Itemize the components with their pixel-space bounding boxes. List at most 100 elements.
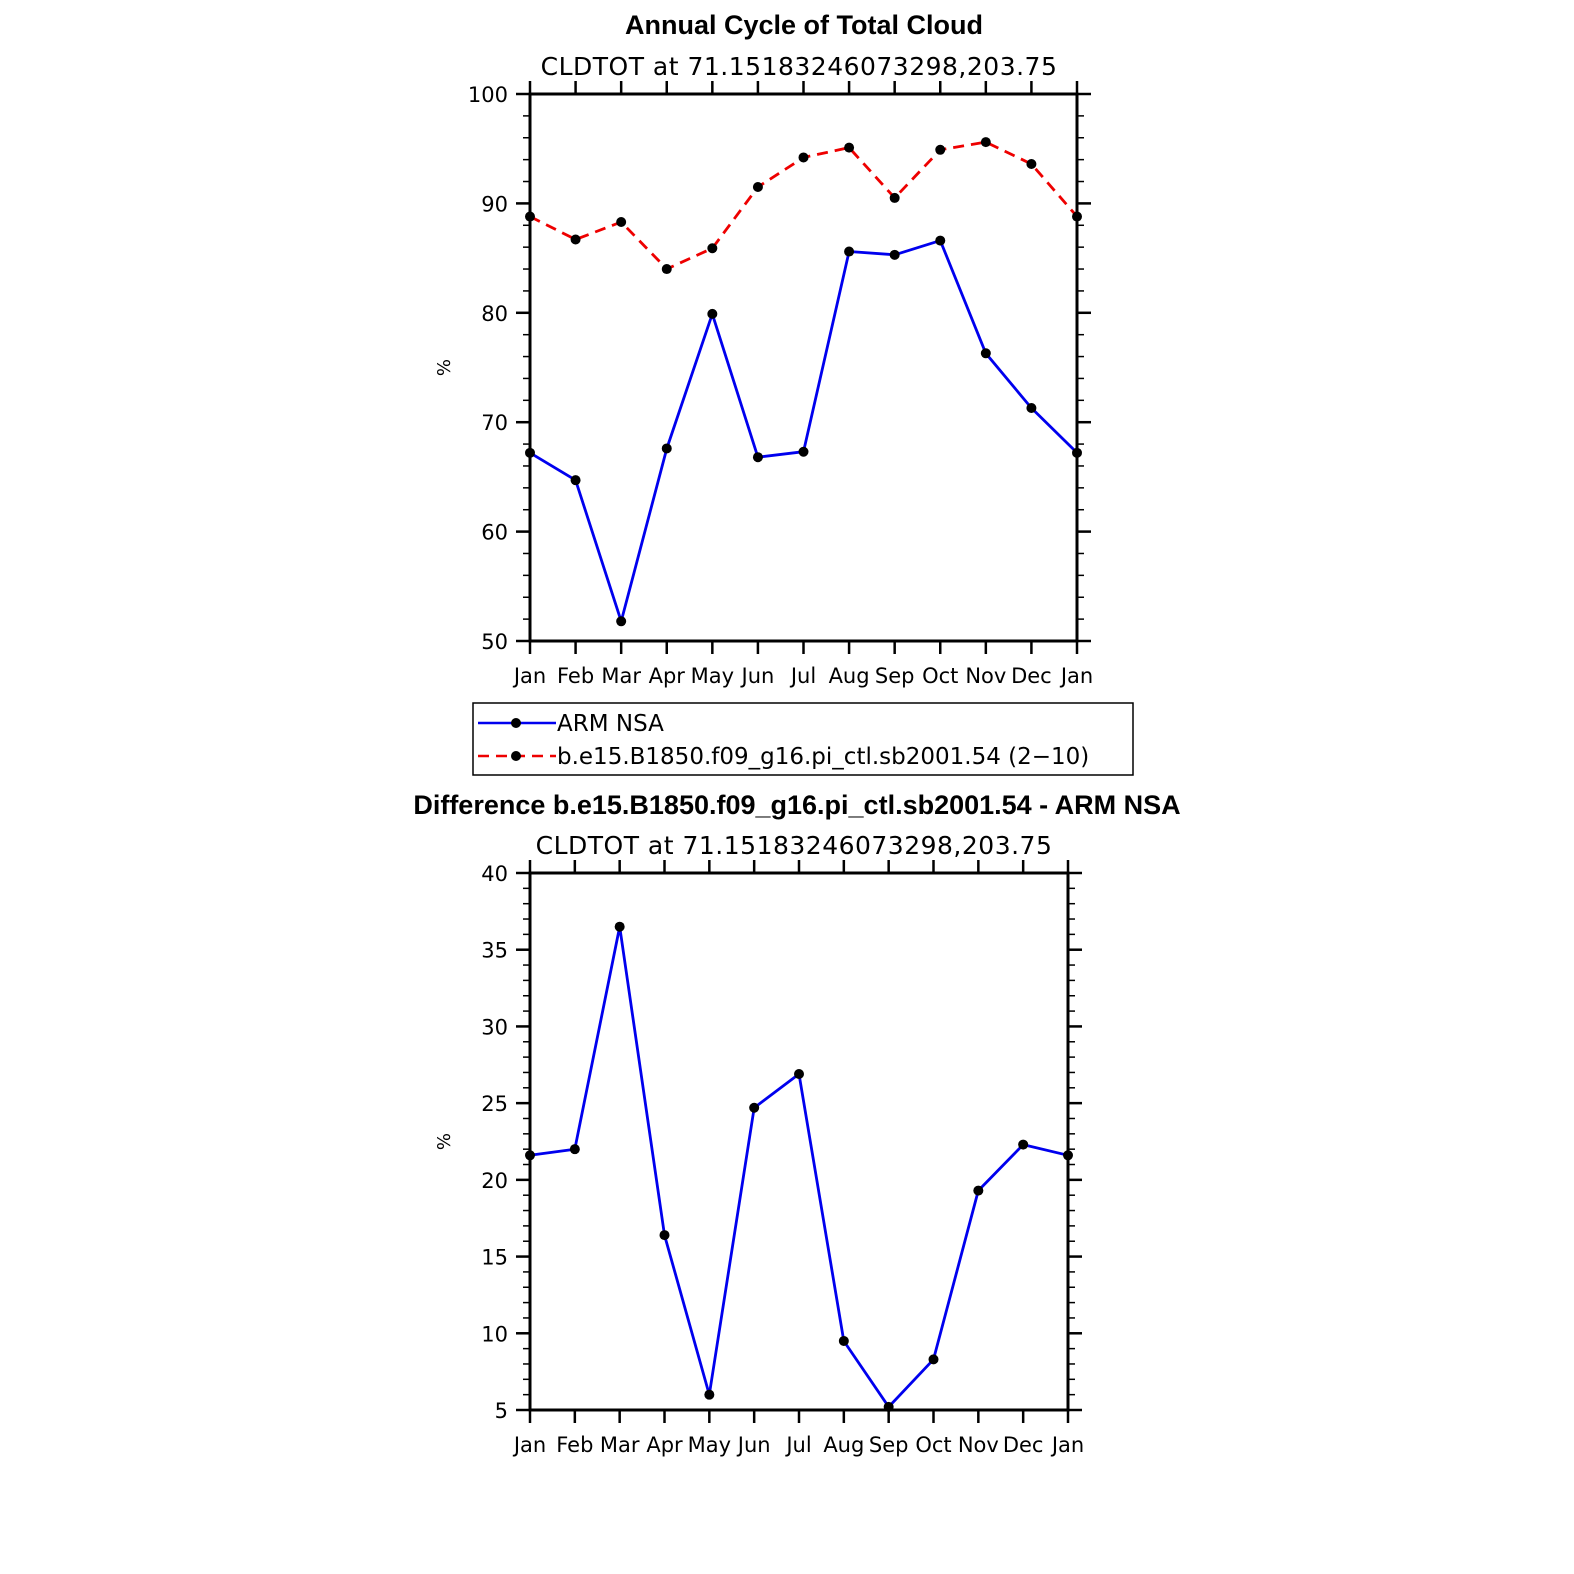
legend-obs-label: ARM NSA	[557, 711, 664, 737]
top-y-tick-label: 70	[481, 411, 508, 435]
top-series-0-point	[570, 475, 581, 486]
top-series-0-point	[661, 443, 672, 454]
top-series-0-point	[525, 447, 535, 458]
top-y-tick-label: 50	[481, 630, 508, 654]
bottom-series-0-point	[659, 1230, 670, 1241]
bottom-series-0-point	[794, 1068, 804, 1079]
legend: ARM NSA b.e15.B1850.f09_g16.pi_ctl.sb200…	[472, 702, 1134, 776]
top-series-0-point	[889, 249, 900, 260]
top-series-1-point	[752, 181, 763, 192]
top-series-0-point	[616, 616, 627, 627]
top-x-tick-label: Jun	[740, 664, 775, 688]
top-series-1-point	[661, 264, 672, 275]
top-x-tick-label: Mar	[601, 664, 641, 688]
bottom-series-0-point	[928, 1354, 939, 1365]
bottom-x-tick-label: Nov	[958, 1433, 999, 1457]
top-series-1-point	[1072, 211, 1082, 222]
bottom-series-0-point	[1063, 1150, 1073, 1161]
bottom-y-tick-label: 10	[481, 1322, 508, 1346]
bottom-y-tick-label: 15	[481, 1246, 508, 1270]
top-chart-subtitle: CLDTOT at 71.15183246073298,203.75	[541, 52, 1058, 81]
bottom-x-tick-label: Jan	[512, 1433, 546, 1457]
top-x-tick-label: Nov	[965, 664, 1006, 688]
top-x-tick-label: Jan	[1059, 664, 1093, 688]
top-series-0-line	[529, 239, 1078, 623]
top-series-0-point	[844, 246, 855, 257]
top-series-0-point	[798, 446, 809, 457]
bottom-series-0-point	[973, 1185, 984, 1196]
top-series-1-point	[935, 144, 946, 155]
bottom-x-tick-label: Mar	[600, 1433, 640, 1457]
top-y-axis-label: %	[434, 359, 455, 376]
top-y-tick-label: 60	[481, 521, 508, 545]
bottom-x-tick-label: Jun	[736, 1433, 771, 1457]
top-x-tick-label: May	[691, 664, 734, 688]
legend-obs-marker	[511, 718, 521, 728]
top-series-0-point	[1026, 402, 1037, 413]
bottom-y-axis-label: %	[434, 1133, 455, 1150]
bottom-series-0-point	[614, 921, 625, 932]
top-series-1-point	[616, 216, 627, 227]
bottom-series-0-point	[1018, 1139, 1029, 1150]
legend-model-label: b.e15.B1850.f09_g16.pi_ctl.sb2001.54 (2−…	[557, 744, 1089, 770]
top-series-1-point	[570, 234, 581, 245]
bottom-x-tick-label: Apr	[646, 1433, 683, 1457]
top-series-0-point	[752, 452, 763, 463]
legend-item-obs: ARM NSA	[478, 711, 664, 737]
top-x-tick-label: Aug	[829, 664, 870, 688]
top-x-tick-label: Jan	[512, 664, 546, 688]
bottom-x-tick-label: Sep	[869, 1433, 909, 1457]
bottom-y-tick-label: 40	[481, 862, 508, 886]
top-x-tick-label: Jul	[789, 664, 816, 688]
bottom-x-tick-label: Jan	[1050, 1433, 1084, 1457]
top-y-tick-label: 80	[481, 302, 508, 326]
bottom-line-chart: 5 10 15 20 25 30 35 40 Jan Feb Mar Apr May Jun Jul Aug S…	[434, 860, 1084, 1457]
top-series-1-point	[980, 137, 991, 148]
top-series-0-point	[1072, 447, 1082, 458]
bottom-x-tick-label: Feb	[556, 1433, 593, 1457]
legend-model-marker	[511, 751, 521, 761]
legend-item-model: b.e15.B1850.f09_g16.pi_ctl.sb2001.54 (2−…	[478, 744, 1089, 770]
top-y-tick-label: 100	[468, 83, 508, 107]
top-series-0-point	[935, 235, 946, 246]
top-series-1-point	[844, 142, 855, 153]
top-line-chart: 50 60 70 80 90 100 Jan Feb Mar Apr May Jun Jul Aug Sep…	[434, 81, 1093, 688]
bottom-chart-subtitle: CLDTOT at 71.15183246073298,203.75	[536, 831, 1053, 860]
bottom-series-0-line	[529, 925, 1069, 1409]
bottom-series-0-point	[525, 1150, 535, 1161]
bottom-x-tick-label: Dec	[1003, 1433, 1044, 1457]
top-x-tick-label: Feb	[557, 664, 594, 688]
bottom-x-tick-label: Jul	[784, 1433, 811, 1457]
top-series-1-point	[889, 192, 900, 203]
bottom-series-0-point	[883, 1401, 894, 1412]
top-x-tick-label: Sep	[875, 664, 915, 688]
top-plot-frame	[528, 92, 1079, 643]
top-series-1-point	[525, 211, 535, 222]
bottom-x-tick-label: Oct	[915, 1433, 951, 1457]
bottom-y-tick-label: 5	[495, 1399, 508, 1423]
top-series-1-point	[707, 243, 718, 254]
bottom-y-tick-label: 30	[481, 1015, 508, 1039]
top-x-tick-label: Dec	[1011, 664, 1052, 688]
top-x-tick-label: Apr	[649, 664, 686, 688]
bottom-plot-frame	[528, 871, 1070, 1412]
bottom-x-tick-label: May	[688, 1433, 731, 1457]
bottom-y-tick-label: 20	[481, 1169, 508, 1193]
top-series-1-point	[798, 152, 809, 163]
top-series-0-point	[707, 308, 718, 319]
bottom-series-0-point	[749, 1102, 760, 1113]
top-x-tick-label: Oct	[922, 664, 958, 688]
top-y-tick-label: 90	[481, 192, 508, 216]
bottom-series-0-point	[704, 1389, 715, 1400]
bottom-series-0-point	[838, 1335, 849, 1346]
bottom-y-tick-label: 25	[481, 1092, 508, 1116]
top-series-1-point	[1026, 159, 1037, 170]
bottom-chart-title: Difference b.e15.B1850.f09_g16.pi_ctl.sb…	[413, 790, 1180, 820]
top-series-0-point	[980, 348, 991, 359]
bottom-y-tick-label: 35	[481, 939, 508, 963]
bottom-x-tick-label: Aug	[823, 1433, 864, 1457]
top-chart-title: Annual Cycle of Total Cloud	[625, 10, 983, 40]
legend-box	[472, 702, 1134, 776]
bottom-series-0-point	[569, 1144, 580, 1155]
